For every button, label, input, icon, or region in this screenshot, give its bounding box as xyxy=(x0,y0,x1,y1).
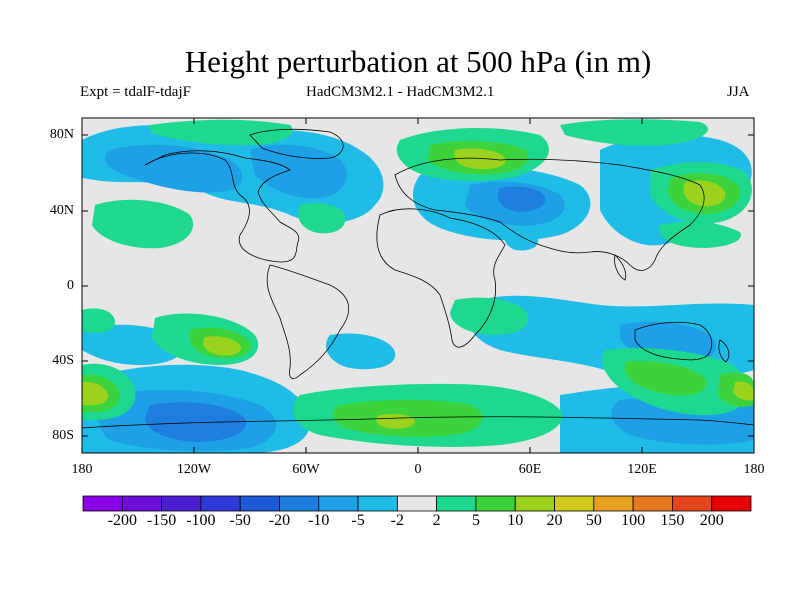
x-tick-label: 120E xyxy=(627,462,657,477)
colorbar-label: -5 xyxy=(351,512,365,529)
y-tick-label: 40S xyxy=(52,353,74,368)
x-tick-label: 180 xyxy=(71,462,93,477)
model-label: HadCM3M2.1 - HadCM3M2.1 xyxy=(306,84,495,100)
colorbar-swatch xyxy=(239,495,280,512)
colorbar-swatch xyxy=(554,495,595,512)
colorbar-swatch xyxy=(357,495,398,512)
colorbar-label: 100 xyxy=(621,512,646,529)
colorbar-swatch xyxy=(121,495,162,512)
axis-ticks xyxy=(81,118,755,453)
x-tick-label: 0 xyxy=(414,462,422,477)
colorbar-label: 200 xyxy=(699,512,724,529)
colorbar-label: -100 xyxy=(186,512,216,529)
colorbar-label: 50 xyxy=(585,512,602,529)
colorbar-swatch xyxy=(318,495,359,512)
map-field xyxy=(82,118,754,453)
colorbar-swatch xyxy=(514,495,555,512)
colorbar-label: -10 xyxy=(308,512,330,529)
colorbar-swatch xyxy=(475,495,516,512)
plot-title: Height perturbation at 500 hPa (in m) xyxy=(184,44,652,79)
y-tick-label: 0 xyxy=(67,278,74,293)
y-tick-label: 40N xyxy=(49,203,74,218)
colorbar-label: -50 xyxy=(229,512,251,529)
negative-anomaly-strong xyxy=(145,186,546,442)
colorbar-swatch xyxy=(279,495,320,512)
colorbar xyxy=(82,495,752,512)
colorbar-swatch xyxy=(632,495,673,512)
colorbar-swatch xyxy=(711,495,752,512)
colorbar-label: 10 xyxy=(507,512,524,529)
x-tick-label: 120W xyxy=(176,462,212,477)
y-tick-label: 80S xyxy=(52,428,74,443)
colorbar-swatch xyxy=(82,495,123,512)
x-tick-label: 60E xyxy=(518,462,542,477)
colorbar-swatch xyxy=(200,495,241,512)
colorbar-label: -2 xyxy=(390,512,404,529)
negative-anomaly-moderate xyxy=(98,144,754,452)
colorbar-label: 5 xyxy=(471,512,480,529)
x-tick-label: 180 xyxy=(743,462,765,477)
experiment-label: Expt = tdalF-tdajF xyxy=(80,84,191,100)
x-tick-label: 60W xyxy=(292,462,320,477)
colorbar-label: -200 xyxy=(107,512,137,529)
colorbar-label: 150 xyxy=(660,512,685,529)
coastlines xyxy=(82,128,754,429)
colorbar-label: 2 xyxy=(432,512,441,529)
y-tick-label: 80N xyxy=(49,127,74,142)
colorbar-swatch xyxy=(396,495,438,512)
colorbar-label: -20 xyxy=(268,512,291,529)
colorbar-label: -150 xyxy=(146,512,177,529)
colorbar-swatch xyxy=(436,495,477,512)
colorbar-swatch xyxy=(672,495,713,512)
colorbar-swatch xyxy=(593,495,634,512)
season-label: JJA xyxy=(727,84,750,100)
colorbar-label: 20 xyxy=(546,512,563,529)
colorbar-swatch xyxy=(161,495,202,512)
